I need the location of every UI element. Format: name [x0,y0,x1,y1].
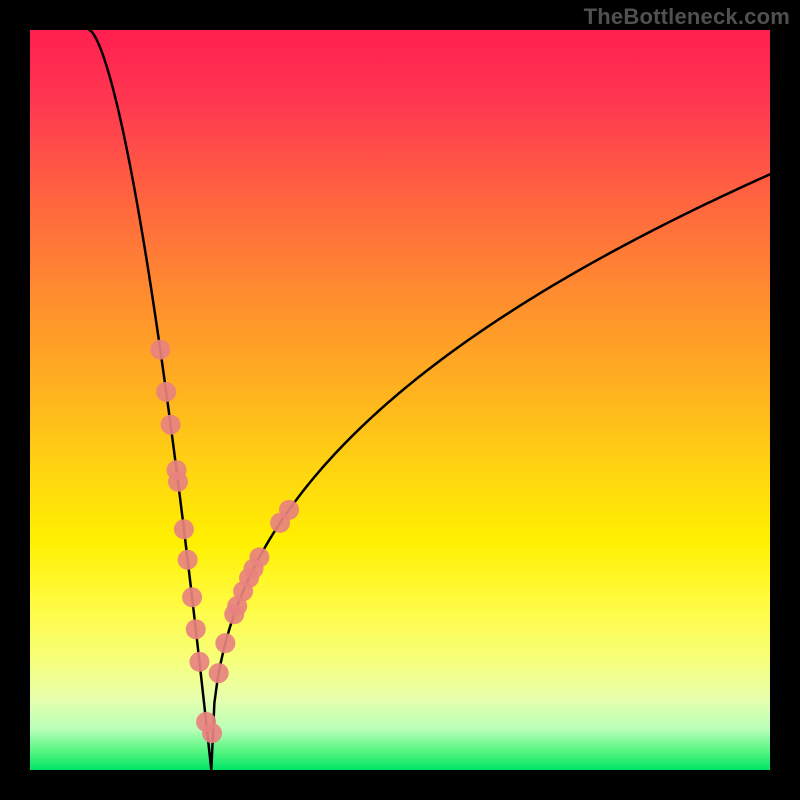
chart-plot-background [30,30,770,770]
chart-stage: TheBottleneck.com [0,0,800,800]
benchmark-point [168,472,188,492]
benchmark-point [249,547,269,567]
benchmark-point [215,633,235,653]
benchmark-point [279,500,299,520]
benchmark-point [150,340,170,360]
benchmark-point [161,415,181,435]
benchmark-point [209,663,229,683]
benchmark-point [156,382,176,402]
benchmark-point [182,587,202,607]
watermark-text: TheBottleneck.com [584,4,790,30]
benchmark-point [178,550,198,570]
bottleneck-chart [0,0,800,800]
benchmark-point [189,652,209,672]
benchmark-point [202,723,222,743]
benchmark-point [186,619,206,639]
benchmark-point [174,519,194,539]
